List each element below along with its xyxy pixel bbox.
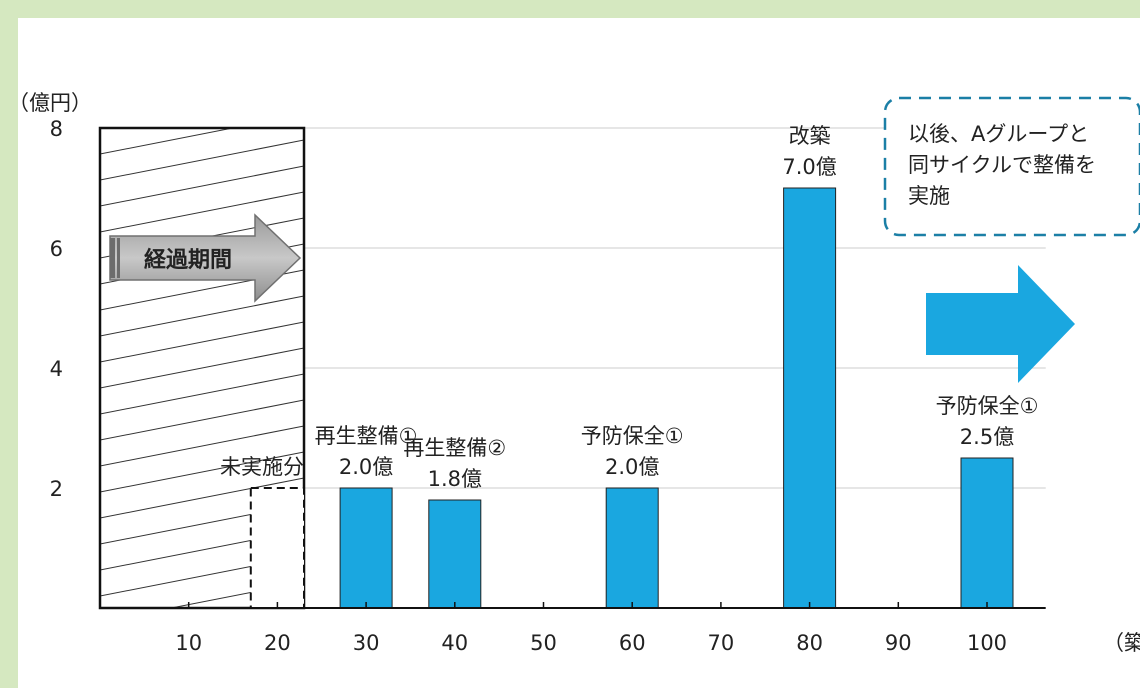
y-axis-unit-label: （億円）: [18, 91, 92, 115]
x-tick-label-10: 10: [175, 631, 202, 655]
axes: [99, 128, 1046, 609]
hatch-line: [100, 660, 304, 688]
x-tick-label-60: 60: [619, 631, 646, 655]
elapsed-period-arrow: 経過期間: [109, 213, 302, 303]
bar-label-40-1: 再生整備②: [403, 436, 506, 460]
callout-line-1: 以後、Aグループと: [908, 122, 1089, 146]
hatch-line: [100, 128, 236, 155]
bars: [339, 187, 1014, 609]
bar-40: [428, 499, 482, 609]
bar-label-80-1: 改築: [789, 124, 831, 148]
bar-label-30-1: 再生整備①: [315, 424, 418, 448]
x-tick-label-30: 30: [353, 631, 380, 655]
bar-100: [960, 457, 1014, 609]
labels: 2468未実施分再生整備①2.0億再生整備②1.8億予防保全①2.0億改築7.0…: [50, 117, 1039, 655]
bar-label-40-2: 1.8億: [428, 467, 482, 491]
unexecuted-box: [249, 487, 306, 609]
chart: 2468未実施分再生整備①2.0億再生整備②1.8億予防保全①2.0億改築7.0…: [18, 91, 1140, 688]
callout-line-3: 実施: [908, 184, 950, 208]
continuation-arrow: [926, 265, 1075, 383]
x-tick-label-100: 100: [967, 631, 1007, 655]
y-tick-label-4: 4: [50, 357, 63, 381]
x-tick-label-90: 90: [885, 631, 912, 655]
hatch-line: [100, 451, 305, 493]
x-axis-unit-label: （築年数）: [1103, 631, 1140, 655]
chart-frame: 2 4 6 8 未実施分 再生整備① 2.0億 再生整備② 1.8億 予防保全① 2.0億 改築 7.0…: [18, 18, 1140, 688]
hatch-line: [100, 128, 103, 129]
elapsed-period-label: 経過期間: [144, 247, 232, 273]
x-tick-label-40: 40: [441, 631, 468, 655]
y-tick-label-2: 2: [50, 477, 63, 501]
x-tick-label-70: 70: [708, 631, 735, 655]
bar-label-30-2: 2.0億: [339, 455, 393, 479]
callout-box: 以後、Aグループと 同サイクルで整備を 実施: [883, 96, 1140, 237]
hatch-line: [100, 425, 305, 467]
hatch-line: [100, 139, 305, 181]
callout-line-2: 同サイクルで整備を: [908, 153, 1096, 177]
hatch-line: [100, 165, 305, 207]
hatch-line: [100, 321, 305, 363]
hatch-line: [100, 477, 305, 519]
elapsed-period-region: [98, 126, 306, 688]
hatch-line: [100, 295, 305, 337]
y-tick-label-6: 6: [50, 237, 63, 261]
bar-label-100-1: 予防保全①: [936, 394, 1039, 418]
unexecuted-label: 未実施分: [220, 455, 304, 479]
hatch-line: [100, 191, 305, 233]
x-tick-label-80: 80: [796, 631, 823, 655]
hatch-line: [100, 399, 305, 441]
bar-label-60-1: 予防保全①: [581, 424, 684, 448]
x-tick-label-50: 50: [530, 631, 557, 655]
bar-label-80-2: 7.0億: [782, 155, 836, 179]
bar-80: [783, 187, 837, 609]
x-tick-label-20: 20: [264, 631, 291, 655]
bar-30: [339, 487, 393, 609]
bar-label-100-2: 2.5億: [960, 425, 1014, 449]
hatch-line: [100, 347, 305, 389]
bar-60: [605, 487, 659, 609]
hatch-line: [100, 373, 305, 415]
bar-label-60-2: 2.0億: [605, 455, 659, 479]
y-tick-label-8: 8: [50, 117, 63, 141]
